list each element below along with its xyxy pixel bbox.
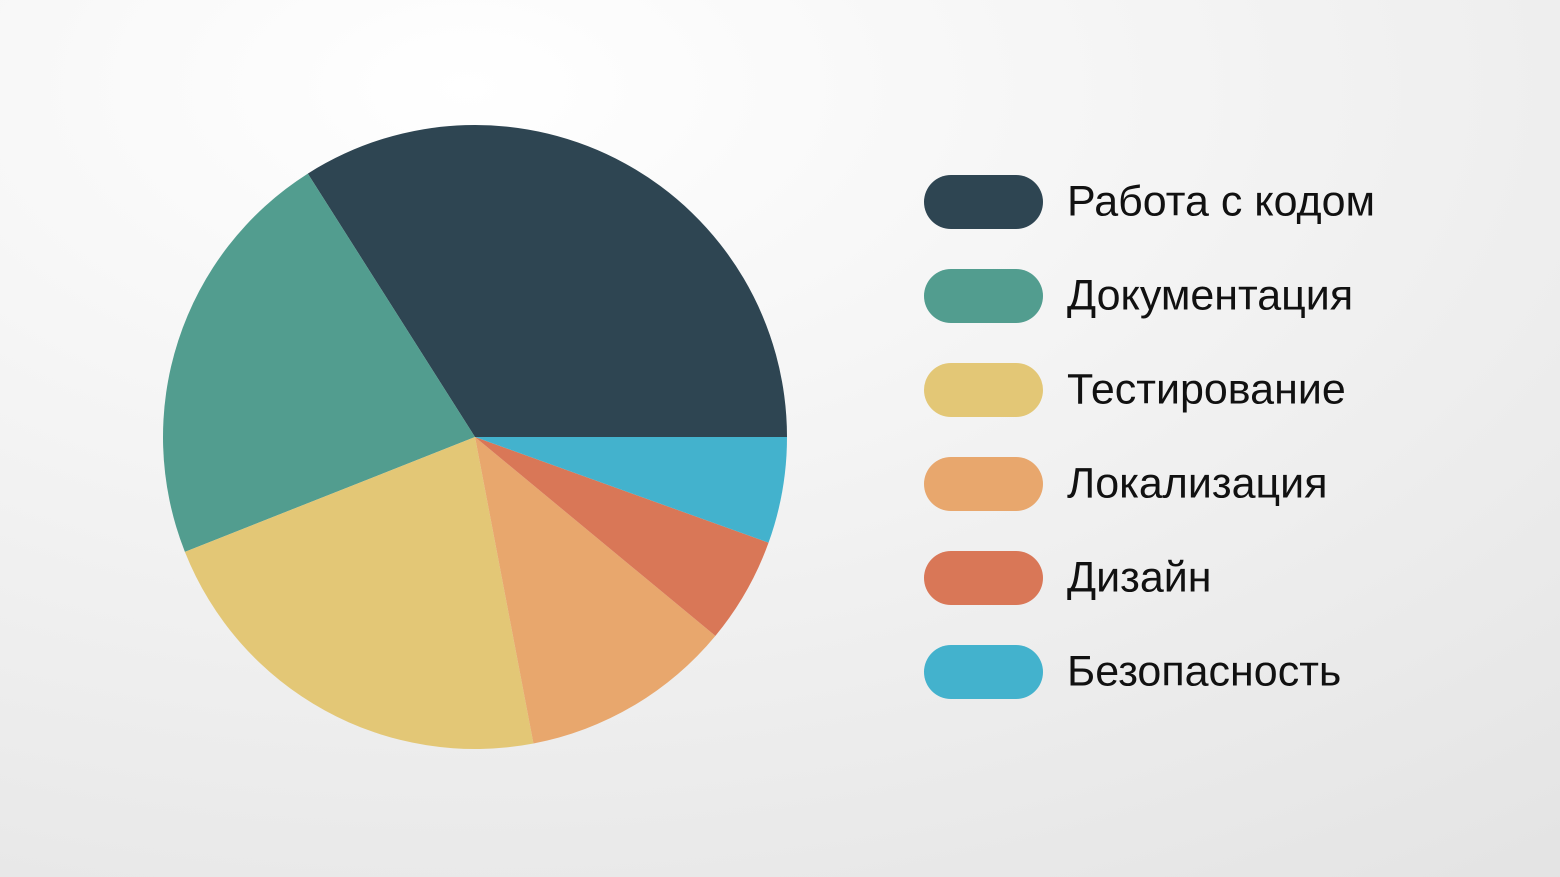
legend-label: Дизайн — [1067, 553, 1212, 601]
legend-label: Тестирование — [1067, 365, 1346, 413]
legend-swatch — [924, 175, 1043, 229]
pie-slice — [184, 437, 534, 749]
pie-slice — [307, 125, 787, 438]
pie-slice — [475, 437, 769, 636]
legend-label: Документация — [1067, 271, 1353, 319]
legend-label: Безопасность — [1067, 647, 1341, 695]
legend-swatch — [924, 645, 1043, 699]
pie-slice — [163, 173, 476, 552]
pie-slice — [475, 437, 787, 543]
legend-label: Локализация — [1067, 459, 1327, 507]
legend-swatch — [924, 457, 1043, 511]
legend-swatch — [924, 551, 1043, 605]
legend-label: Работа с кодом — [1067, 177, 1375, 225]
legend-swatch — [924, 269, 1043, 323]
pie-slice — [475, 437, 716, 744]
legend-swatch — [924, 363, 1043, 417]
